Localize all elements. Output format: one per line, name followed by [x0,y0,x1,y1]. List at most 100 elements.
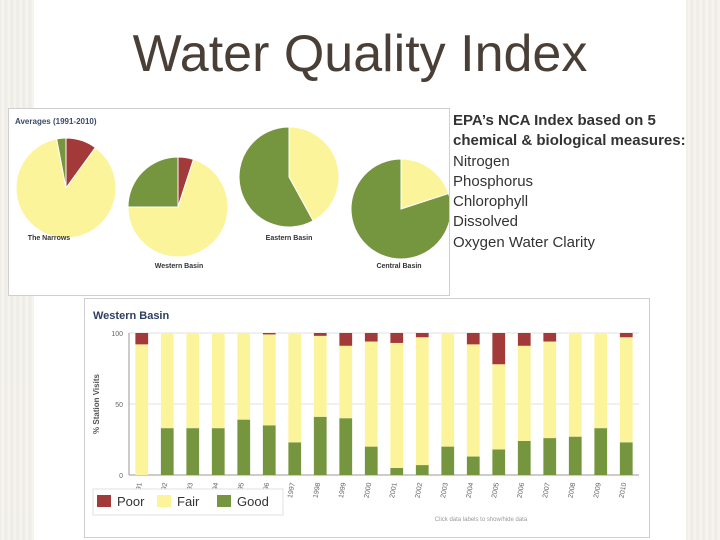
bar-fair [466,344,480,457]
bar-poor [466,333,480,345]
bar-fair [517,345,531,441]
bar-poor [339,333,353,346]
description-heading: EPA’s NCA Index based on 5 chemical & bi… [453,112,686,150]
bar-poor [517,333,531,346]
measure-item: Phosphorus [453,172,534,190]
pie-label: Central Basin [376,263,421,270]
x-tick-label: 2002 [415,482,425,499]
bar-poor [364,333,378,342]
bar-poor [543,333,557,342]
bar-good [186,428,200,475]
bar-chart-svg: Western Basin% Station Visits05010019911… [92,310,639,523]
measure-item: Oxygen Water Clarity [453,233,595,251]
bar-poor [390,333,404,343]
bar-fair [492,364,506,450]
bar-fair [211,333,225,429]
x-tick-label: 2007 [542,482,552,499]
bar-fair [390,342,404,468]
bar-good [517,440,531,475]
bar-fair [237,333,251,420]
bar-good [415,465,429,475]
x-tick-label: 2005 [491,482,501,499]
bar-good [441,446,455,475]
y-tick-label: 50 [115,402,123,409]
bar-poor [135,333,149,345]
x-tick-label: 1998 [313,482,323,499]
measure-item: Nitrogen [453,152,510,170]
bar-good [568,436,582,475]
bar-chart-panel: Western Basin% Station Visits05010019911… [84,298,650,538]
measure-item: Chlorophyll [453,193,529,211]
legend-swatch-poor [97,495,111,507]
bar-good [313,416,327,475]
pie-slice-fair [127,158,229,258]
bar-good [160,428,174,475]
pie-slice-fair [400,158,449,210]
pie-label: Eastern Basin [266,235,313,242]
bar-poor [262,333,276,335]
pie-slice-fair [288,126,340,222]
bar-fair [543,341,557,439]
x-tick-label: 2001 [389,482,399,499]
x-tick-label: 1997 [287,482,297,499]
y-axis-label: % Station Visits [92,374,101,434]
y-tick-label: 0 [119,473,123,480]
pie-label: Western Basin [155,263,204,270]
x-tick-label: 2010 [619,482,629,499]
x-tick-label: 2000 [364,482,374,499]
slide-title: Water Quality Index [132,25,588,83]
legend-label-poor: Poor [117,494,145,509]
x-tick-label: 2008 [568,482,578,499]
pie-slice-good [238,126,314,228]
pie-label: The Narrows [28,235,71,242]
bar-poor [619,333,633,338]
pie-chart-svg: Averages (1991-2010) The Narrows Western B… [15,117,449,270]
bar-poor [313,333,327,336]
x-tick-label: 1999 [338,482,348,499]
bar-good [543,438,557,475]
bar-fair [262,334,276,426]
measure-item: Dissolved [453,213,519,231]
bar-fair [186,333,200,429]
bar-good [619,442,633,475]
x-tick-label: 2004 [466,482,476,499]
pie-slice-good [350,158,449,260]
bar-chart-title: Western Basin [93,310,169,322]
legend-label-good: Good [237,494,269,509]
index-description: EPA’s NCA Index based on 5 chemical & bi… [453,111,703,253]
pie-slice-fair [15,138,117,239]
bar-good [364,446,378,475]
bar-fair [568,333,582,437]
bar-fair [135,344,149,475]
bar-good [262,425,276,475]
bar-fair [288,333,302,443]
bar-poor [492,333,506,365]
x-tick-label: 2003 [440,482,450,499]
bar-fair [594,333,608,429]
bar-fair [441,333,455,447]
y-tick-label: 100 [111,331,123,338]
bar-fair [364,341,378,447]
bar-fair [313,335,327,417]
bar-fair [339,345,353,419]
bar-poor [415,333,429,338]
bar-good [492,449,506,475]
chart-footnote: Click data labels to show/hide data [435,517,528,523]
bar-fair [415,337,429,466]
x-tick-label: 2009 [593,482,603,499]
bar-good [211,428,225,475]
pie-slice-good [56,137,67,189]
pie-slice-good [127,156,179,208]
bar-fair [619,337,633,443]
bar-fair [160,333,174,429]
bar-good [594,428,608,475]
bar-good [466,456,480,475]
bar-good [288,442,302,475]
pie-chart-panel: Averages (1991-2010) The Narrows Western B… [8,108,450,296]
pie-chart-title: Averages (1991-2010) [15,117,97,126]
legend-swatch-good [217,495,231,507]
legend-label-fair: Fair [177,494,200,509]
legend-swatch-fair [157,495,171,507]
bar-good [339,418,353,475]
legend-box [92,488,284,516]
